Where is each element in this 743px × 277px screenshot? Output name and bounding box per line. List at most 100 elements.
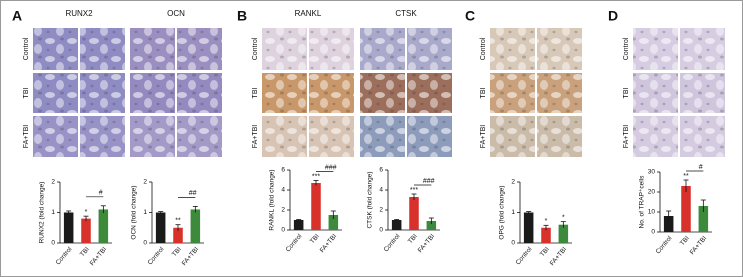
micrograph-texture	[537, 28, 582, 70]
y-axis-label: RUNX2 (fold change)	[39, 182, 46, 244]
micrograph-texture	[407, 28, 452, 70]
micrograph-texture	[130, 116, 175, 157]
x-tick-label: TBI	[79, 246, 91, 258]
row-label: TBI	[623, 88, 630, 99]
row-label: FA+TBI	[252, 125, 259, 149]
micrograph-texture	[262, 73, 307, 113]
bar	[663, 216, 674, 232]
y-tick-label: 0	[651, 229, 655, 236]
micrograph-texture	[360, 28, 405, 70]
x-tick-label: TBI	[171, 246, 183, 258]
micrograph-texture	[130, 28, 175, 70]
micrograph-texture	[177, 73, 222, 113]
bar	[98, 209, 109, 243]
panel-letter: B	[237, 8, 247, 24]
y-axis-label: OCN (fold change)	[131, 185, 138, 239]
micrograph-texture	[407, 73, 452, 113]
y-tick-label: 30	[648, 169, 656, 176]
significance: *	[562, 214, 565, 221]
row-label: FA+TBI	[23, 125, 30, 149]
panel-letter: D	[608, 8, 618, 24]
bar	[681, 186, 691, 232]
micrograph-texture	[680, 116, 725, 157]
micrograph-texture	[633, 28, 678, 70]
micrograph-texture	[262, 28, 307, 70]
column-title: RUNX2	[65, 9, 93, 18]
significance: *	[545, 218, 548, 225]
y-tick-label: 2	[143, 179, 147, 186]
micrograph-texture	[680, 28, 725, 70]
micrograph-texture	[33, 116, 78, 157]
bar	[293, 220, 304, 230]
micrograph-texture	[537, 116, 582, 157]
y-axis-label: No. of TRAP⁺cells	[639, 175, 646, 229]
panel-letter: A	[12, 8, 22, 24]
y-axis-label: OPG (fold change)	[499, 185, 506, 239]
bar	[541, 227, 551, 243]
micrograph-texture	[309, 73, 354, 113]
y-tick-label: 4	[281, 187, 285, 194]
significance: ***	[312, 173, 320, 180]
y-tick-label: 1	[511, 209, 515, 216]
y-tick-label: 2	[511, 179, 515, 186]
bar	[155, 212, 166, 243]
significance: **	[175, 218, 181, 225]
bar	[173, 227, 183, 243]
micrograph-texture	[680, 73, 725, 113]
row-label: Control	[480, 37, 487, 60]
row-label: Control	[252, 37, 259, 60]
y-tick-label: 0	[143, 240, 147, 247]
bar	[523, 212, 534, 243]
micrograph-texture	[130, 73, 175, 113]
y-axis-label: RANKL (fold change)	[269, 169, 276, 230]
significance: #	[99, 190, 103, 197]
row-label: TBI	[252, 88, 259, 99]
y-tick-label: 6	[379, 167, 383, 174]
row-label: TBI	[480, 88, 487, 99]
micrograph-texture	[490, 73, 535, 113]
x-tick-label: TBI	[679, 235, 691, 247]
bar	[409, 197, 419, 230]
y-tick-label: 0	[511, 240, 515, 247]
micrograph-texture	[80, 73, 125, 113]
y-tick-label: 2	[51, 179, 55, 186]
bar	[81, 218, 91, 243]
significance: ##	[189, 190, 197, 197]
micrograph-texture	[360, 116, 405, 157]
y-tick-label: 4	[379, 187, 383, 194]
row-label: TBI	[23, 88, 30, 99]
significance: *	[85, 209, 88, 216]
bar	[558, 224, 569, 243]
panel-letter: C	[465, 8, 475, 24]
micrograph-texture	[80, 116, 125, 157]
significance: ###	[423, 178, 435, 185]
micrograph-texture	[633, 73, 678, 113]
micrograph-texture	[80, 28, 125, 70]
x-tick-label: TBI	[309, 233, 321, 245]
y-tick-label: 1	[51, 209, 55, 216]
bar	[698, 206, 709, 232]
row-label: Control	[623, 37, 630, 60]
y-tick-label: 0	[51, 240, 55, 247]
row-label: FA+TBI	[480, 125, 487, 149]
x-tick-label: TBI	[407, 233, 419, 245]
micrograph-texture	[633, 116, 678, 157]
significance: #	[699, 164, 703, 171]
y-tick-label: 2	[379, 207, 383, 214]
significance: **	[683, 173, 689, 180]
x-tick-label: TBI	[539, 246, 551, 258]
significance: ###	[325, 164, 337, 171]
significance: ***	[410, 187, 418, 194]
y-tick-label: 6	[281, 167, 285, 174]
y-tick-label: 2	[281, 207, 285, 214]
micrograph-texture	[407, 116, 452, 157]
micrograph-texture	[33, 73, 78, 113]
micrograph-texture	[33, 28, 78, 70]
y-tick-label: 1	[143, 209, 147, 216]
micrograph-texture	[177, 116, 222, 157]
y-tick-label: 10	[648, 209, 656, 216]
bar	[190, 209, 201, 243]
micrograph-texture	[262, 116, 307, 157]
micrograph-texture	[309, 28, 354, 70]
